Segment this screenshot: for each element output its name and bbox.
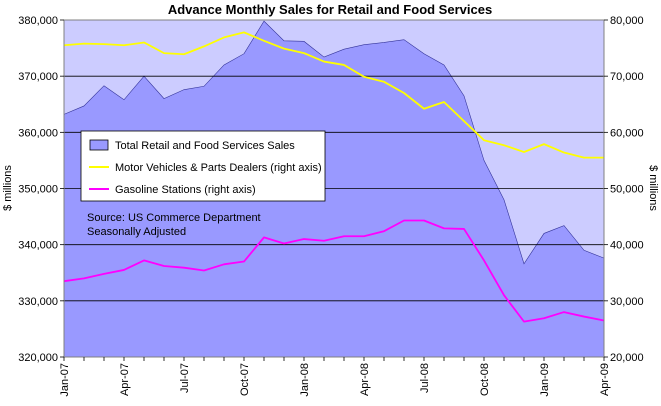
y-tick-label-left: 320,000 [18,352,58,364]
y-tick-label-left: 380,000 [18,15,58,27]
y-tick-label-right: 60,000 [610,127,644,139]
line-series-gasoline [63,219,605,323]
x-tick-label: Oct-07 [239,363,251,396]
x-tick-label: Jan-07 [59,363,71,397]
legend-entry-label: Gasoline Stations (right axis) [115,184,256,196]
area-series-outline [63,20,605,265]
axes: 320,000 330,000 340,000 350,000 360,000 370,0… [18,15,643,397]
y-tick-label-right: 70,000 [610,71,644,83]
y-axis-label-right: $ millions [647,165,659,211]
source-annotation: Source: US Commerce Department [87,212,261,224]
legend-entry-label: Motor Vehicles & Parts Dealers (right ax… [115,162,322,174]
x-tick-label: Jul-07 [179,363,191,393]
y-tick-label-left: 370,000 [18,71,58,83]
x-tick-label: Apr-07 [119,363,131,396]
area-series-total-retail [64,21,604,358]
y-tick-label-right: 20,000 [610,352,644,364]
y-tick-label-right: 40,000 [610,240,644,252]
y-tick-label-right: 80,000 [610,15,644,27]
x-tick-label: Apr-08 [359,363,371,396]
legend-box [80,130,326,202]
y-tick-label-left: 330,000 [18,296,58,308]
y-tick-label-left: 350,000 [18,184,58,196]
x-tick-label: Jul-08 [419,363,431,393]
y-tick-label-right: 30,000 [610,296,644,308]
y-tick-label-left: 360,000 [18,127,58,139]
y-tick-label-left: 340,000 [18,240,58,252]
y-tick-label-right: 50,000 [610,184,644,196]
plot-area [63,20,605,358]
x-tick-label: Oct-08 [479,363,491,396]
x-tick-label: Apr-09 [599,363,611,396]
legend-entry-label: Total Retail and Food Services Sales [115,140,295,152]
source-annotation: Seasonally Adjusted [87,226,186,238]
x-tick-label: Jan-08 [299,363,311,397]
legend-swatch-area [89,139,109,151]
line-series-motor-vehicles [63,31,604,159]
x-tick-label: Jan-09 [539,363,551,397]
chart-title: Advance Monthly Sales for Retail and Foo… [168,2,492,17]
legend: Total Retail and Food Services Sales Moto… [80,130,326,238]
y-axis-label-left: $ millions [2,165,14,211]
